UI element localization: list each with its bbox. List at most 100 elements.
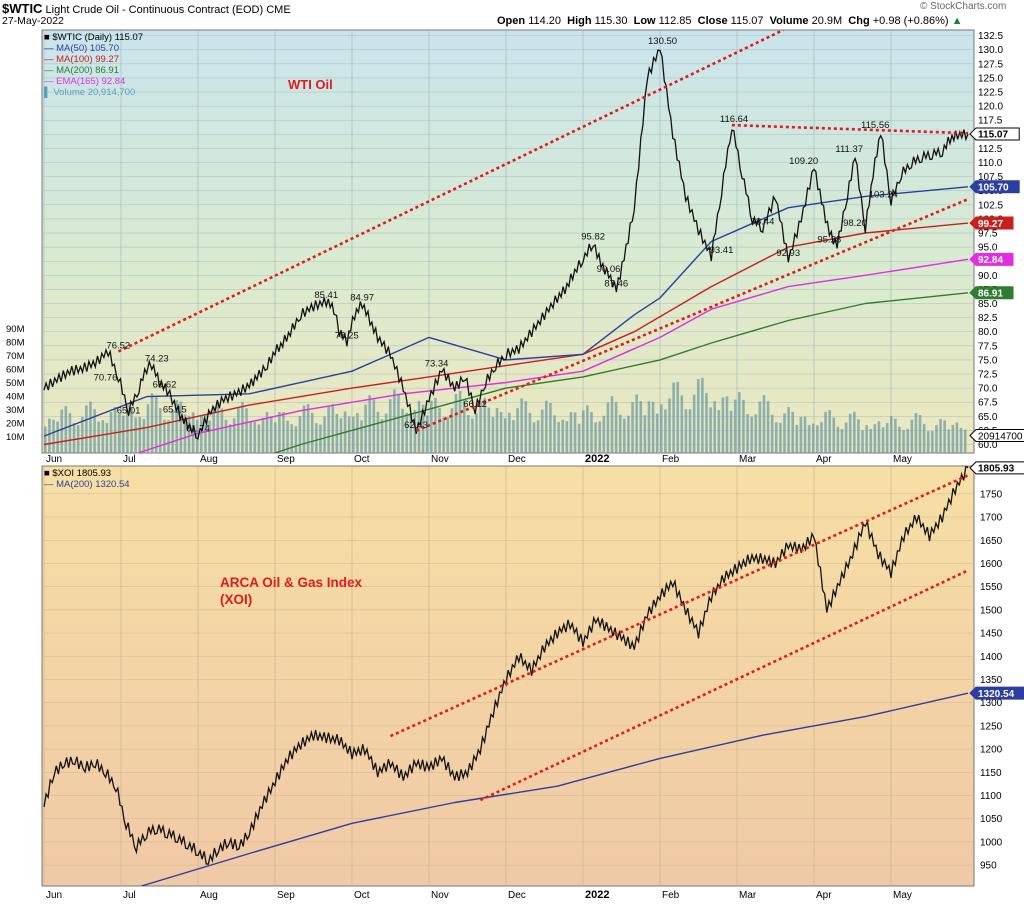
volume-bar — [134, 417, 137, 453]
volume-bar — [454, 394, 458, 453]
upper-y-tick-label: 75.0 — [978, 355, 998, 366]
volume-bar — [573, 412, 577, 453]
upper-y-tick-label: 122.5 — [978, 88, 1003, 99]
ohlc-readout: Open 114.20 High 115.30 Low 112.85 Close… — [497, 15, 963, 27]
volume-bar — [315, 423, 318, 453]
ma100-line — [43, 222, 969, 446]
volume-bar — [524, 401, 528, 453]
volume-bar — [688, 409, 692, 453]
upper-y-tick-label: 82.5 — [978, 313, 998, 324]
lower-legend: ■ $XOI 1805.93 — MA(200) 1320.54 — [44, 468, 130, 490]
lower-panel-bg — [41, 465, 975, 887]
legend-item-ma200: — MA(200) 86.91 — [44, 65, 119, 76]
volume-bar — [545, 400, 548, 453]
lower-y-tick-label: 1550 — [980, 582, 1003, 593]
upper-y-tick-label: 80.0 — [978, 327, 998, 338]
volume-bar — [807, 424, 811, 453]
volume-bar — [273, 422, 277, 453]
volume-bar — [508, 412, 511, 453]
upper-legend: ■ $WTIC (Daily) 115.07 — MA(50) 105.70 —… — [44, 32, 143, 98]
price-annotation: 66.12 — [463, 399, 487, 410]
volume-bar — [902, 430, 905, 453]
volume-bar — [824, 411, 827, 453]
volume-bar — [335, 413, 339, 453]
legend-label: MA(50) 105.70 — [56, 43, 119, 54]
x-tick-label: Mar — [739, 890, 757, 901]
volume-bar — [770, 414, 774, 453]
volume-bar — [853, 411, 856, 453]
x-tick-label: Aug — [200, 890, 218, 901]
volume-bar — [163, 419, 166, 453]
price-annotation: 87.46 — [604, 279, 628, 290]
volume-bar — [614, 402, 618, 453]
legend-item-ma50: — MA(50) 105.70 — [44, 43, 119, 54]
legend-label: Volume 20,914,700 — [53, 87, 136, 98]
volume-bar — [590, 412, 593, 453]
x-tick-label: Oct — [354, 454, 370, 465]
volume-bar — [183, 414, 187, 453]
volume-bar — [906, 428, 909, 453]
volume-bar — [848, 413, 852, 453]
upper-y-tick-label: 102.5 — [978, 200, 1003, 211]
symbol-description: Light Crude Oil - Continuous Contract (E… — [45, 4, 264, 16]
volume-bar — [577, 423, 581, 453]
wtic-price-line — [43, 49, 969, 440]
volume-bar — [495, 408, 499, 453]
volume-bar — [738, 392, 741, 453]
volume-bar — [680, 395, 684, 453]
price-annotation: 103.24 — [869, 190, 898, 201]
upper-y-tick-label: 85.0 — [978, 299, 998, 310]
lower-y-tick-label: 1450 — [980, 629, 1003, 640]
legend-item-volume: ▌ Volume 20,914,700 — [44, 87, 136, 98]
volume-bar — [926, 431, 930, 453]
volume-bar — [323, 416, 326, 453]
volume-bar — [122, 415, 125, 453]
upper-value-badge — [969, 286, 1014, 300]
value-badge-label: 1320.54 — [978, 689, 1015, 700]
trendline — [415, 198, 969, 432]
lower-y-tick-label: 1700 — [980, 513, 1003, 524]
upper-y-tick-label: 132.5 — [978, 31, 1003, 42]
volume-bar — [487, 407, 491, 453]
volume-bar — [581, 410, 585, 453]
legend-label: MA(100) 99.27 — [56, 54, 119, 65]
x-tick-label: Mar — [739, 454, 757, 465]
volume-bar — [44, 426, 47, 453]
volume-bar — [561, 419, 565, 453]
volume-bar — [532, 422, 536, 453]
volume-bar — [643, 415, 647, 453]
open-label: Open — [497, 15, 526, 27]
volume-bar — [117, 414, 121, 453]
legend-item-xoi: ■ $XOI 1805.93 — [44, 468, 130, 479]
price-annotation: 61.74 — [186, 424, 210, 435]
price-annotation: 76.52 — [106, 340, 130, 351]
volume-bar — [676, 381, 680, 453]
volume-bar — [80, 416, 84, 453]
volume-bar — [651, 401, 655, 453]
volume-bar — [85, 405, 88, 453]
volume-bar — [857, 419, 860, 453]
volume-bar — [553, 415, 556, 453]
volume-bar — [331, 404, 335, 453]
xoi-price-line — [43, 466, 969, 865]
legend-label: $WTIC (Daily) 115.07 — [52, 32, 144, 43]
high-value: 115.30 — [594, 15, 628, 27]
price-annotation: 65.15 — [163, 404, 187, 415]
volume-bar — [261, 417, 265, 453]
volume-bar — [471, 418, 474, 453]
volume-tick-label: 30M — [6, 405, 25, 416]
volume-bar — [52, 419, 55, 453]
volume-bar — [384, 413, 388, 453]
volume-bar — [779, 422, 782, 453]
volume-bar — [569, 412, 573, 453]
price-annotation: 109.20 — [789, 156, 818, 167]
upper-y-tick-label: 130.0 — [978, 45, 1003, 56]
upper-y-tick-label: 117.5 — [978, 116, 1003, 127]
value-badge-label: 105.70 — [978, 183, 1009, 194]
lower-value-badge — [969, 461, 1024, 475]
volume-bar — [339, 418, 343, 453]
value-badge-label: 86.91 — [978, 289, 1003, 300]
volume-bar — [216, 401, 220, 453]
legend-item-price: ■ $WTIC (Daily) 115.07 — [44, 32, 143, 43]
